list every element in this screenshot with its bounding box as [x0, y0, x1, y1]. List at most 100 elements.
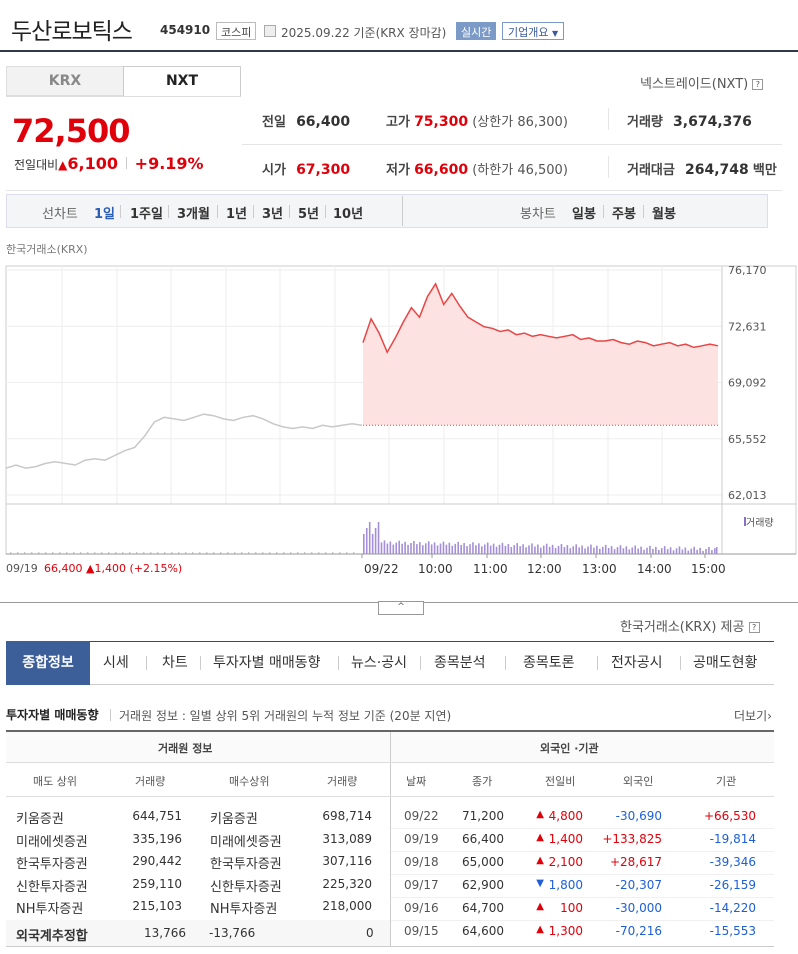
period-selector — [6, 194, 768, 228]
tab-investor-trend[interactable]: 투자자별 매매동향 — [213, 655, 321, 671]
period-5y[interactable]: 5년 — [298, 207, 320, 222]
tab-short-selling[interactable]: 공매도현황 — [693, 655, 758, 671]
period-1y[interactable]: 1년 — [226, 207, 248, 222]
volume-bar — [569, 548, 572, 554]
price-chart[interactable]: 76,170 72,631 69,092 65,552 62,013 09/22 10:00… — [0, 236, 798, 596]
row-change: 1,800 — [548, 878, 583, 892]
period-1w[interactable]: 1주일 — [130, 207, 163, 222]
volume-bar — [374, 528, 377, 554]
low-value: 66,600 — [414, 162, 469, 178]
divider — [603, 205, 604, 218]
tab-disclosure[interactable]: 전자공시 — [611, 655, 663, 671]
volume-bar — [560, 544, 563, 554]
volume-bar — [115, 552, 117, 554]
row-divider — [6, 762, 774, 763]
volume-bar — [575, 544, 577, 554]
low-price: 저가 66,600 (하한가 46,500) — [386, 159, 568, 178]
row-institution: -19,814 — [709, 832, 756, 846]
volume-bar — [705, 548, 707, 554]
volume-bar — [234, 552, 236, 554]
tab-krx[interactable]: KRX — [6, 66, 124, 96]
volume-bar — [625, 546, 628, 554]
volume-bar — [136, 552, 138, 554]
buy-broker[interactable]: 한국투자증권 — [210, 857, 282, 872]
row-date: 09/18 — [404, 855, 439, 869]
volume-bar — [507, 543, 510, 554]
volume-bar — [619, 545, 622, 554]
volume-bar — [581, 545, 583, 554]
buy-broker[interactable]: 키움증권 — [210, 812, 258, 827]
volume-bar — [684, 547, 687, 554]
row-date: 09/19 — [404, 832, 439, 846]
volume-bar — [640, 546, 642, 554]
row-institution: +66,530 — [703, 809, 756, 823]
volume-bar — [601, 546, 604, 554]
x-tick-label: 10:00 — [418, 562, 453, 576]
tab-quote[interactable]: 시세 — [103, 655, 129, 671]
stock-code: 454910 — [160, 23, 211, 37]
period-10y[interactable]: 10년 — [333, 207, 364, 222]
tab-news[interactable]: 뉴스·공시 — [351, 655, 407, 671]
row-date: 09/22 — [404, 809, 439, 823]
volume-bar — [590, 544, 592, 554]
volume-bar — [599, 548, 601, 554]
period-1d[interactable]: 1일 — [94, 207, 116, 222]
x-tick-label: 12:00 — [527, 562, 562, 576]
volume-bar — [410, 542, 412, 554]
x-tick-label: 14:00 — [637, 562, 672, 576]
info-separator — [608, 108, 609, 130]
volume-bar — [66, 552, 68, 554]
period-weekly[interactable]: 주봉 — [612, 207, 636, 222]
open-label: 시가 — [262, 163, 286, 178]
sell-broker[interactable]: 신한투자증권 — [16, 879, 88, 895]
tab-nxt[interactable]: NXT — [123, 66, 241, 96]
volume-bar — [213, 552, 215, 554]
sell-broker[interactable]: 키움증권 — [16, 812, 64, 827]
volume-bar — [80, 552, 82, 554]
y-tick-label: 69,092 — [728, 377, 767, 390]
volume-bar — [325, 552, 327, 554]
volume-bar — [660, 548, 663, 554]
period-daily[interactable]: 일봉 — [572, 207, 596, 222]
col-foreign: 외국인 — [623, 775, 654, 788]
buy-broker[interactable]: 미래에셋증권 — [210, 834, 282, 850]
foreign-total-row — [6, 920, 390, 946]
help-icon: ? — [748, 622, 760, 633]
volume-bar — [353, 552, 355, 554]
sell-broker[interactable]: NH투자증권 — [16, 902, 84, 917]
data-provider: 한국거래소(KRX) 제공 ? — [620, 616, 760, 635]
sell-broker[interactable]: 한국투자증권 — [16, 857, 88, 872]
row-foreign: +28,617 — [609, 855, 662, 869]
prev-day-label: 09/19 — [6, 562, 38, 575]
tab-discussion[interactable]: 종목토론 — [523, 655, 575, 671]
table-top-border — [6, 730, 774, 732]
tab-analysis[interactable]: 종목분석 — [434, 655, 486, 671]
tab-chart[interactable]: 차트 — [162, 655, 188, 671]
period-3y[interactable]: 3년 — [262, 207, 284, 222]
high-label: 고가 — [386, 115, 410, 130]
volume-bar — [596, 545, 598, 554]
volume-bar — [622, 548, 625, 554]
more-link[interactable]: 더보기› — [734, 707, 772, 724]
company-info-button[interactable]: 기업개요 ▼ — [502, 22, 565, 40]
volume-bar — [610, 546, 613, 554]
volume-bar — [380, 542, 383, 554]
tab-summary[interactable]: 종합정보 — [6, 641, 90, 685]
period-3m[interactable]: 3개월 — [177, 207, 210, 222]
buy-volume: 698,714 — [322, 809, 372, 823]
divider — [200, 656, 201, 670]
row-close: 64,600 — [462, 924, 504, 938]
prev-label: 전일 — [262, 115, 286, 130]
row-institution: -39,346 — [709, 855, 756, 869]
nxt-link[interactable]: 넥스트레이드(NXT) ? — [640, 73, 764, 92]
period-monthly[interactable]: 월봉 — [652, 207, 676, 222]
buy-broker[interactable]: NH투자증권 — [210, 902, 278, 917]
row-date: 09/15 — [404, 924, 439, 938]
sell-broker[interactable]: 미래에셋증권 — [16, 834, 88, 850]
row-foreign: -30,690 — [615, 809, 662, 823]
buy-broker[interactable]: 신한투자증권 — [210, 879, 282, 895]
realtime-badge[interactable]: 실시간 — [456, 22, 497, 40]
collapse-chart-button[interactable]: ^ — [378, 601, 424, 615]
volume-bar — [528, 545, 530, 554]
volume-value: 3,674,376 — [673, 114, 752, 130]
